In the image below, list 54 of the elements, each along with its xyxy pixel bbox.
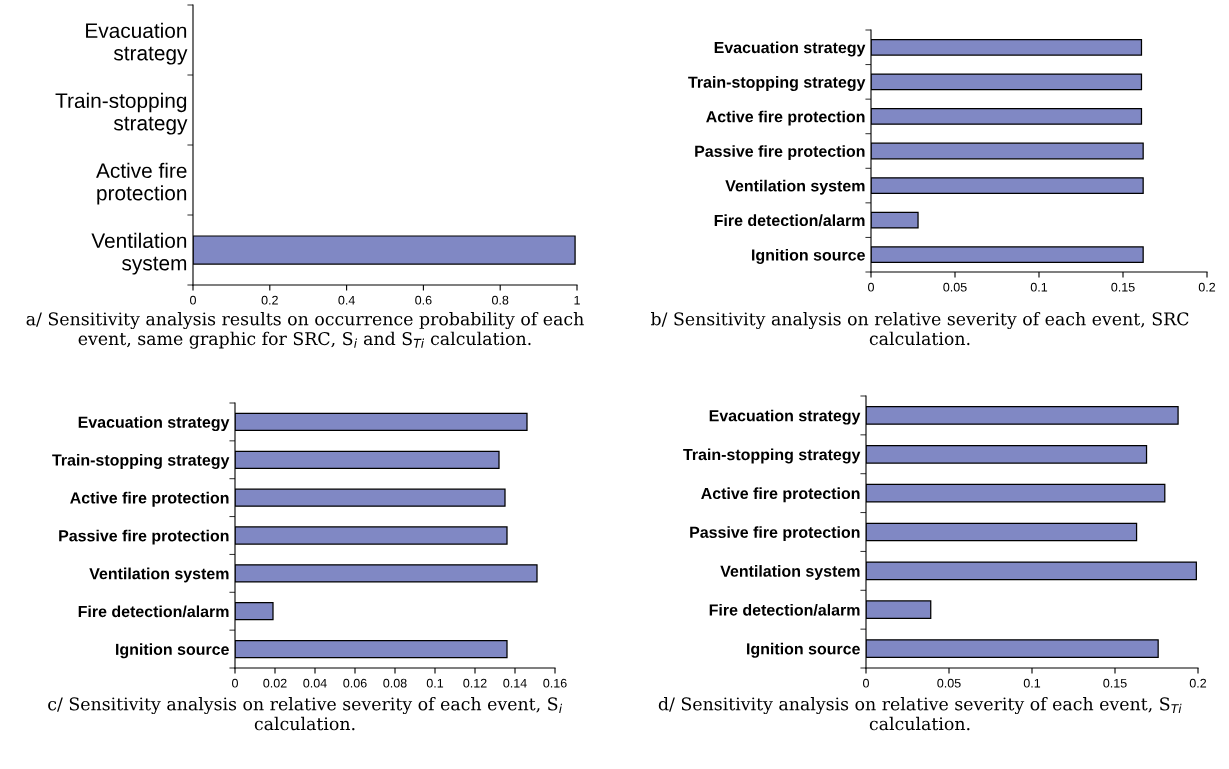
x-tick-label: 0.15 bbox=[1111, 282, 1135, 292]
y-tick-label: Ventilation system bbox=[91, 232, 187, 275]
x-tick-label: 0 bbox=[232, 678, 238, 688]
x-tick-label: 0.15 bbox=[1103, 678, 1127, 688]
y-tick-label: Ventilation system bbox=[89, 567, 229, 583]
x-tick-label: 0.1 bbox=[1030, 282, 1048, 292]
x-tick-label: 0.14 bbox=[503, 678, 527, 688]
x-tick-label: 0.1 bbox=[426, 678, 444, 688]
y-tick-label: Train-stopping strategy bbox=[55, 92, 188, 135]
y-tick-label: Active fire protection bbox=[96, 162, 187, 205]
y-tick-label: Evacuation strategy bbox=[78, 416, 230, 432]
y-tick-label: Train-stopping strategy bbox=[688, 76, 866, 92]
y-tick-label: Evacuation strategy bbox=[709, 409, 861, 425]
y-tick-label: Train-stopping strategy bbox=[683, 448, 861, 464]
x-tick-label: 0.02 bbox=[263, 678, 287, 688]
x-tick-label: 0.4 bbox=[338, 295, 355, 305]
x-tick-label: 0 bbox=[190, 295, 196, 305]
y-tick-label: Passive fire protection bbox=[690, 526, 860, 542]
text: b/ Sensitivity analysis on relative severity of each event, SRC calculation. bbox=[650, 312, 1189, 346]
x-tick-label: 0.16 bbox=[543, 678, 567, 688]
x-tick-label: 1 bbox=[574, 295, 580, 305]
y-tick-label: Fire detection/alarm bbox=[78, 605, 229, 618]
x-tick-label: 0.8 bbox=[492, 295, 509, 305]
y-tick-label: Ventilation system bbox=[725, 179, 865, 195]
y-tick-label: Ventilation system bbox=[720, 565, 860, 580]
y-tick-label: Passive fire protection bbox=[695, 145, 865, 161]
text: a/ Sensitivity analysis results on occurrence probability of each event, same graphic for SRC, S$_{i}$ and S$_{Ti}$ calculation. bbox=[26, 312, 584, 349]
x-tick-label: 0.05 bbox=[937, 678, 961, 688]
x-tick-label: 0.12 bbox=[463, 678, 487, 688]
y-tick-label: Active fire protection bbox=[70, 491, 229, 507]
y-tick-label: Ignition source bbox=[116, 643, 229, 659]
x-tick-label: 0 bbox=[863, 678, 869, 688]
x-tick-label: 0.04 bbox=[303, 678, 327, 688]
x-tick-label: 0.2 bbox=[261, 295, 278, 305]
x-tick-label: 0.2 bbox=[1189, 678, 1207, 688]
y-tick-label: Ignition source bbox=[752, 248, 865, 264]
y-tick-label: Evacuation strategy bbox=[714, 41, 866, 57]
text: c/ Sensitivity analysis on relative severity of each event, S$_{i}$ calculation. bbox=[48, 697, 563, 731]
y-tick-label: Active fire protection bbox=[706, 110, 865, 126]
x-tick-label: 0.1 bbox=[1023, 678, 1041, 688]
y-tick-label: Active fire protection bbox=[701, 487, 860, 503]
x-tick-label: 0.6 bbox=[415, 295, 432, 305]
y-tick-label: Evacuation strategy bbox=[86, 22, 188, 65]
x-tick-label: 0.2 bbox=[1198, 282, 1216, 292]
x-tick-label: 0.06 bbox=[343, 678, 367, 688]
y-tick-label: Fire detection/alarm bbox=[709, 603, 860, 616]
x-tick-label: 0 bbox=[868, 282, 874, 292]
x-tick-label: 0.05 bbox=[943, 282, 967, 292]
y-tick-label: Train-stopping strategy bbox=[52, 454, 230, 469]
y-tick-label: Passive fire protection bbox=[59, 529, 229, 545]
text: d/ Sensitivity analysis on relative severity of each event, S$_{Ti}$ calculation. bbox=[658, 697, 1182, 731]
x-tick-label: 0.08 bbox=[383, 678, 407, 688]
y-tick-label: Ignition source bbox=[747, 642, 860, 658]
y-tick-label: Fire detection/alarm bbox=[714, 214, 865, 227]
